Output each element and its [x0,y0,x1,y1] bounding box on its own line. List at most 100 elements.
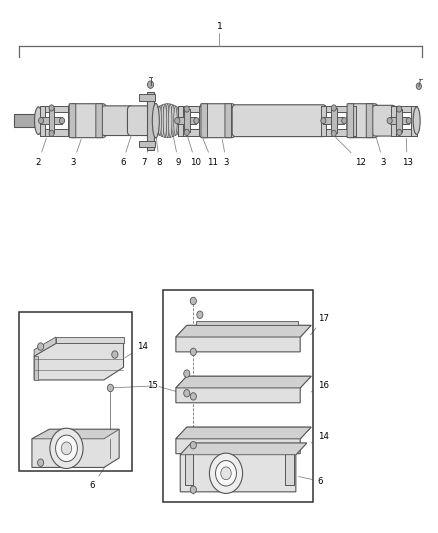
Circle shape [331,105,336,111]
Circle shape [38,343,44,350]
Circle shape [38,459,44,466]
Text: 8: 8 [156,136,162,166]
Circle shape [184,370,189,377]
Polygon shape [284,454,293,486]
Polygon shape [176,427,311,439]
Text: 17: 17 [310,314,328,335]
Circle shape [194,118,198,124]
Ellipse shape [163,104,166,138]
Circle shape [61,442,71,455]
Circle shape [215,461,236,486]
Bar [52,129,74,135]
Bar [68,106,73,135]
Text: 2: 2 [35,138,46,166]
Circle shape [405,118,410,124]
Circle shape [341,118,346,124]
Bar [322,117,343,124]
Text: 14: 14 [311,432,328,443]
Text: 9: 9 [168,110,181,166]
Circle shape [56,435,77,462]
FancyBboxPatch shape [232,105,325,136]
Circle shape [196,311,202,318]
Bar [184,109,189,132]
Polygon shape [176,325,311,337]
Text: 15: 15 [147,381,158,390]
Bar [333,129,355,135]
Bar [14,114,39,127]
Text: 3: 3 [71,139,81,166]
Polygon shape [176,325,311,352]
Bar [330,108,336,133]
Bar [410,106,416,135]
Text: 10: 10 [187,136,201,166]
Circle shape [396,129,401,135]
Circle shape [386,118,391,124]
Circle shape [39,118,43,124]
FancyBboxPatch shape [127,106,152,135]
Circle shape [320,118,325,124]
Polygon shape [56,337,123,343]
Ellipse shape [158,106,161,135]
Text: 7: 7 [141,150,148,166]
Bar [398,106,416,112]
FancyBboxPatch shape [101,106,133,135]
Ellipse shape [168,104,172,138]
FancyBboxPatch shape [365,104,372,138]
Circle shape [59,118,64,124]
Ellipse shape [152,103,159,138]
Circle shape [49,105,54,111]
Text: 12: 12 [335,138,365,166]
Text: 11: 11 [201,135,218,166]
Circle shape [184,106,189,112]
Ellipse shape [173,106,177,135]
Text: 6: 6 [120,135,131,166]
FancyBboxPatch shape [371,106,395,136]
Circle shape [107,384,113,392]
Bar [178,106,196,112]
Ellipse shape [412,107,419,134]
Bar [321,129,342,135]
Bar [350,106,355,135]
FancyBboxPatch shape [201,104,207,138]
FancyBboxPatch shape [224,104,231,138]
FancyBboxPatch shape [68,104,106,138]
Text: 14: 14 [125,342,147,358]
Circle shape [190,486,196,494]
Bar [321,106,342,112]
Bar [186,106,204,112]
Circle shape [190,297,196,305]
FancyBboxPatch shape [95,104,102,138]
Text: 13: 13 [401,138,412,166]
Text: 1: 1 [216,21,222,30]
Circle shape [209,453,242,494]
Polygon shape [176,376,311,403]
Circle shape [184,390,189,397]
Polygon shape [180,443,306,492]
Bar [178,129,196,135]
Bar [186,129,204,135]
Bar [390,106,407,112]
Text: 6: 6 [90,451,115,490]
Circle shape [396,106,401,112]
Bar [19,312,132,471]
Circle shape [174,118,179,124]
FancyBboxPatch shape [346,104,353,138]
Polygon shape [176,376,311,388]
Circle shape [190,393,196,400]
Bar [396,109,401,132]
Bar [178,106,183,135]
Polygon shape [34,343,123,380]
Bar [389,117,408,124]
Text: 16: 16 [311,381,328,392]
Polygon shape [195,321,297,325]
Bar [321,106,325,135]
Bar [177,117,196,124]
FancyBboxPatch shape [199,104,235,138]
Polygon shape [176,427,311,454]
Bar [390,106,395,135]
Bar [40,106,45,135]
Circle shape [331,130,336,136]
Bar [390,129,407,135]
Polygon shape [34,337,56,356]
Circle shape [190,441,196,449]
